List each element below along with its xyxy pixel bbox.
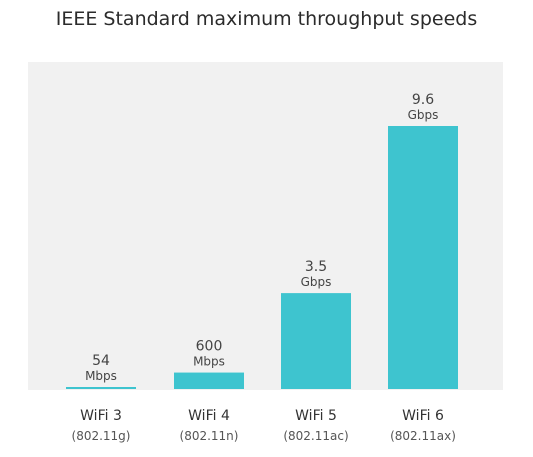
bar-wifi-5 [281, 293, 351, 389]
data-label-value: 600 [196, 339, 223, 355]
data-label-value: 9.6 [412, 92, 434, 108]
data-label-value: 54 [92, 353, 110, 369]
x-tick-label: WiFi 4 [188, 408, 230, 424]
bar-wifi-3 [66, 387, 136, 389]
data-label-unit: Mbps [85, 369, 117, 383]
x-tick-label: WiFi 6 [402, 408, 444, 424]
x-tick-sublabel: (802.11ax) [390, 429, 456, 443]
x-tick-label: WiFi 3 [80, 408, 122, 424]
x-tick-sublabel: (802.11n) [180, 429, 239, 443]
data-label-unit: Gbps [408, 108, 439, 122]
x-tick-sublabel: (802.11ac) [283, 429, 348, 443]
bar-wifi-4 [174, 372, 244, 389]
chart-title: IEEE Standard maximum throughput speeds [55, 8, 478, 30]
data-label-value: 3.5 [305, 259, 327, 275]
bars [66, 126, 458, 389]
data-label-unit: Gbps [301, 275, 332, 289]
x-tick-label: WiFi 5 [295, 408, 337, 424]
data-label-unit: Mbps [193, 355, 225, 369]
bar-wifi-6 [388, 126, 458, 389]
x-tick-sublabel: (802.11g) [72, 429, 131, 443]
